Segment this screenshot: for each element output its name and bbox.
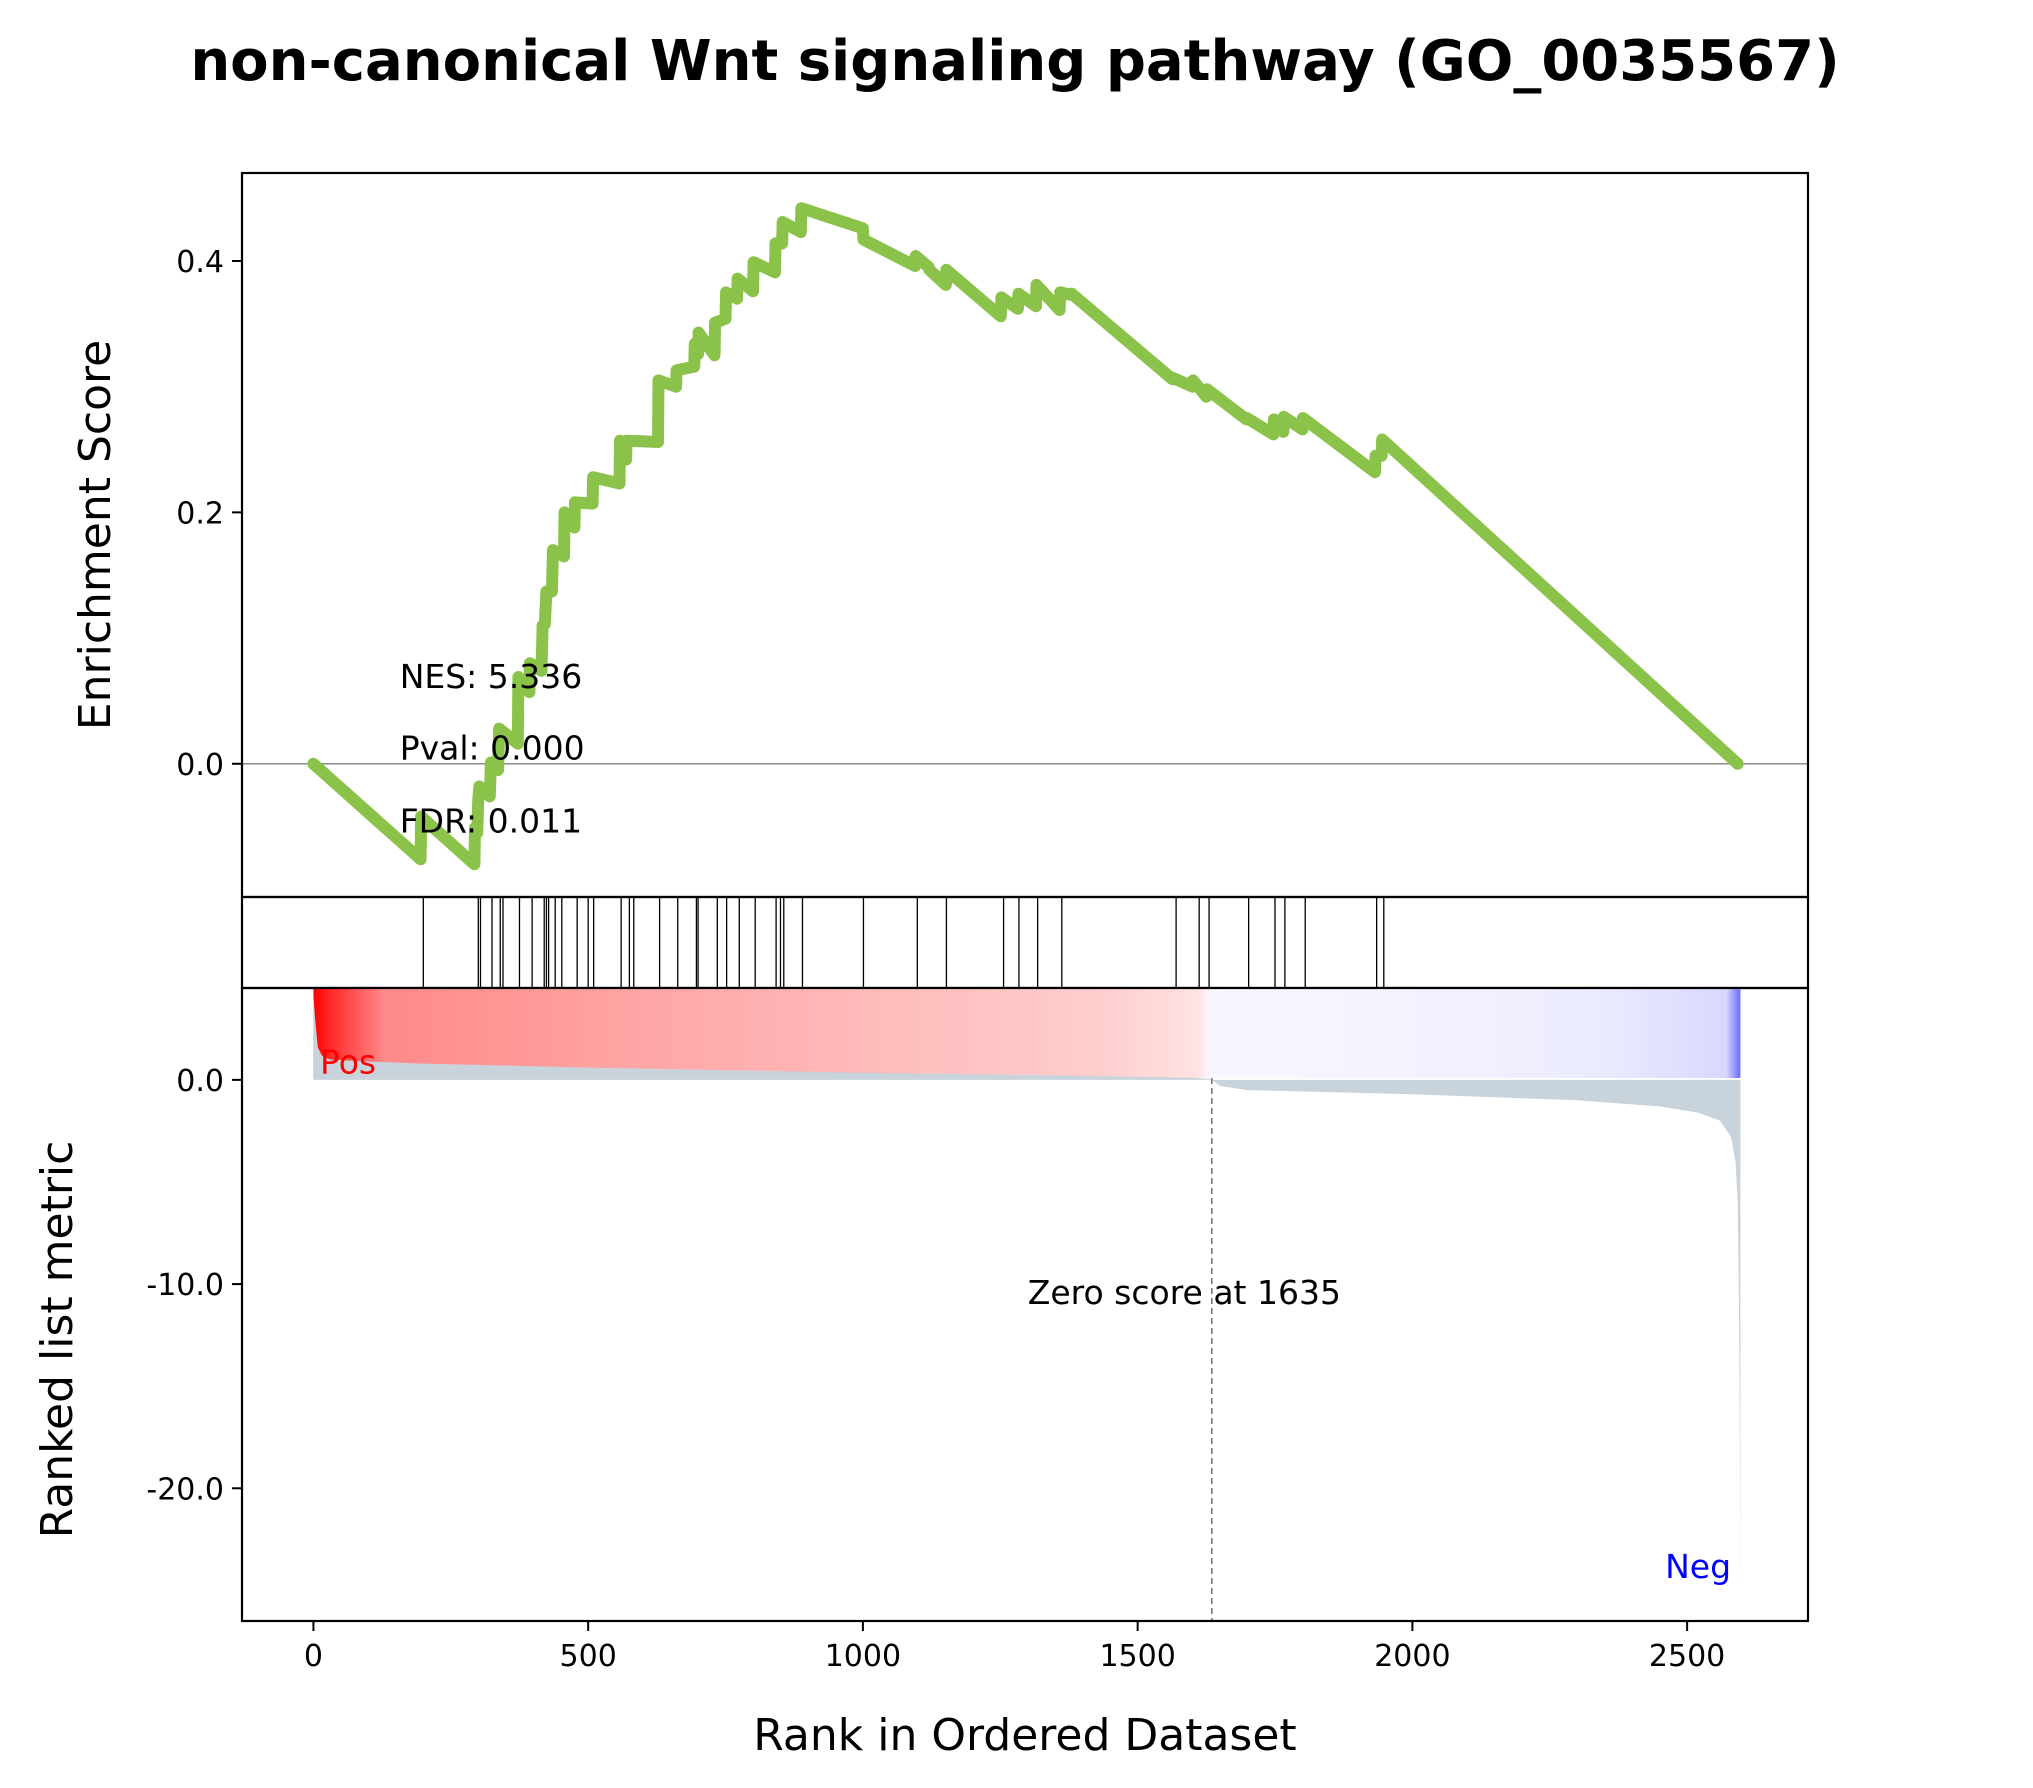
es-series-line xyxy=(307,202,1744,871)
pval-annotation: Pval: 0.000 xyxy=(400,728,585,767)
hit-panel xyxy=(240,895,1810,990)
rank-color-bar xyxy=(313,988,1741,1078)
x-tick-label: 500 xyxy=(560,1639,617,1674)
fdr-annotation: FDR: 0.011 xyxy=(400,801,582,840)
x-tick-label: 1500 xyxy=(1099,1639,1175,1674)
rank-panel-frame xyxy=(240,986,1810,1623)
hit-panel-frame xyxy=(240,895,1810,990)
x-tick-label: 2000 xyxy=(1374,1639,1450,1674)
chart-title: non-canonical Wnt signaling pathway (GO_… xyxy=(190,29,1839,94)
rank-y-ticks: 0.0 -10.0 -20.0 xyxy=(146,1064,242,1507)
rank-panel: 0.0 -10.0 -20.0 Zero score at 1635 Pos Neg… xyxy=(32,986,1810,1623)
x-tick-label: 0 xyxy=(304,1639,323,1674)
rank-y-tick-label: -20.0 xyxy=(146,1472,224,1507)
es-y-tick-label: 0.0 xyxy=(176,748,224,783)
es-y-axis-label: Enrichment Score xyxy=(70,340,121,730)
es-y-tick-label: 0.2 xyxy=(176,496,224,531)
zero-score-label: Zero score at 1635 xyxy=(1028,1273,1341,1312)
es-panel: 0.0 0.2 0.4 NES: 5.336 Pval: 0.000 FDR: 0.… xyxy=(70,171,1810,899)
x-tick-label: 1000 xyxy=(825,1639,901,1674)
x-tick-label: 2500 xyxy=(1649,1639,1725,1674)
nes-annotation: NES: 5.336 xyxy=(400,657,583,696)
pos-label: Pos xyxy=(320,1043,376,1082)
es-y-tick-label: 0.4 xyxy=(176,245,224,280)
es-y-ticks: 0.0 0.2 0.4 xyxy=(176,245,242,783)
rank-y-axis-label: Ranked list metric xyxy=(32,1141,83,1539)
hit-marks xyxy=(422,897,1385,988)
x-axis-ticks: 0 500 1000 1500 2000 2500 xyxy=(304,1621,1725,1674)
x-axis-label: Rank in Ordered Dataset xyxy=(753,1710,1296,1761)
rank-y-tick-label: -10.0 xyxy=(146,1268,224,1303)
neg-label: Neg xyxy=(1665,1547,1731,1586)
rank-y-tick-label: 0.0 xyxy=(176,1064,224,1099)
